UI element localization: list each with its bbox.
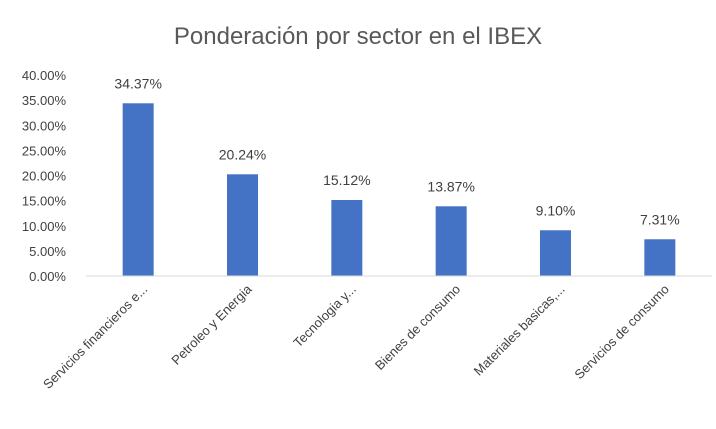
x-tick-label: Servicios financieros e... [40,282,150,392]
data-labels: 34.37% 20.24% 15.12% 13.87% 9.10% 7.31% [114,75,679,227]
x-axis: Servicios financieros e... Petroleo y Ene… [40,275,712,392]
chart-title: Ponderación por sector en el IBEX [174,23,542,50]
bar [331,200,363,276]
x-tick-label: Tecnologia y... [290,282,359,351]
data-label: 7.31% [640,211,680,227]
x-tick-label: Servicios de consumo [571,282,672,383]
data-label: 15.12% [323,172,370,188]
data-label: 13.87% [427,178,474,194]
bar [540,230,571,276]
y-tick-label: 20.00% [22,169,67,184]
y-axis: 0.00% 5.00% 10.00% 15.00% 20.00% 25.00% 30.00%… [22,68,67,284]
bar [227,174,258,276]
y-tick-label: 35.00% [22,93,67,108]
bar [122,103,154,277]
y-tick-label: 10.00% [22,219,67,234]
data-label: 9.10% [536,202,576,218]
y-tick-label: 0.00% [29,269,66,284]
y-tick-label: 25.00% [22,143,67,158]
y-tick-label: 5.00% [29,244,66,259]
y-tick-label: 40.00% [22,68,67,83]
bars [122,103,676,277]
data-label: 20.24% [219,146,266,162]
bar [644,239,676,276]
x-tick-label: Materiales basicas,... [471,282,568,379]
bar [435,206,467,276]
x-tick-label: Petroleo y Energia [168,281,255,368]
data-label: 34.37% [114,75,161,91]
y-tick-label: 30.00% [22,118,67,133]
x-tick-label: Bienes de consumo [372,282,463,373]
y-tick-label: 15.00% [22,194,67,209]
